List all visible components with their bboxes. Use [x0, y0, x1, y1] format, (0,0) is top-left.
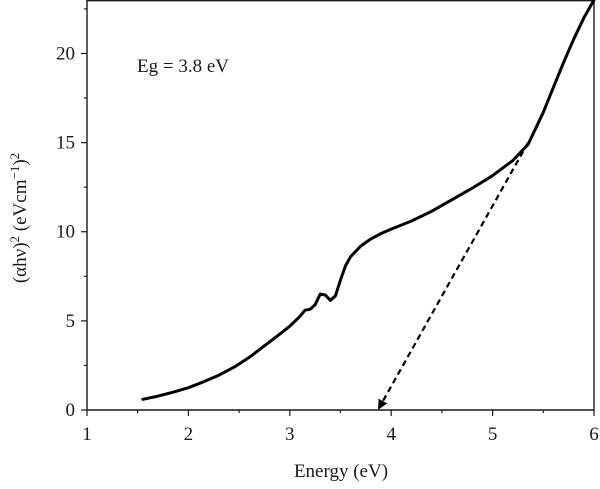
y-axis-title: (αhν)2 (eVcm−1)2	[7, 153, 32, 283]
y-axis-title-unit-close: )	[10, 159, 31, 165]
ticks: 1 2 3 4 5 6 0 5 10 15 20	[56, 8, 599, 445]
x-tick-label: 6	[589, 424, 599, 445]
x-tick-label: 3	[285, 424, 295, 445]
band-gap-annotation: Eg = 3.8 eV	[137, 56, 229, 77]
y-axis-title-sup2: −1	[7, 166, 22, 180]
y-axis-title-base: (αhν)	[10, 242, 31, 283]
x-tick-label: 2	[184, 424, 194, 445]
x-tick-label: 1	[82, 424, 92, 445]
extrapolation-arrow	[378, 142, 530, 410]
y-tick-label: 15	[56, 133, 75, 154]
absorption-curve	[141, 0, 596, 401]
y-tick-label: 0	[66, 400, 76, 421]
y-tick-label: 5	[66, 311, 76, 332]
y-axis-title-sup3: 2	[7, 153, 22, 160]
x-tick-label: 4	[386, 424, 396, 445]
y-axis-title-unit-open: (eVcm	[10, 179, 31, 236]
y-tick-label: 20	[56, 43, 75, 64]
data-series	[141, 0, 596, 410]
x-tick-label: 5	[488, 424, 498, 445]
y-tick-label: 10	[56, 222, 75, 243]
y-axis-title-sup1: 2	[7, 236, 22, 243]
x-axis-title: Energy (eV)	[294, 461, 388, 482]
